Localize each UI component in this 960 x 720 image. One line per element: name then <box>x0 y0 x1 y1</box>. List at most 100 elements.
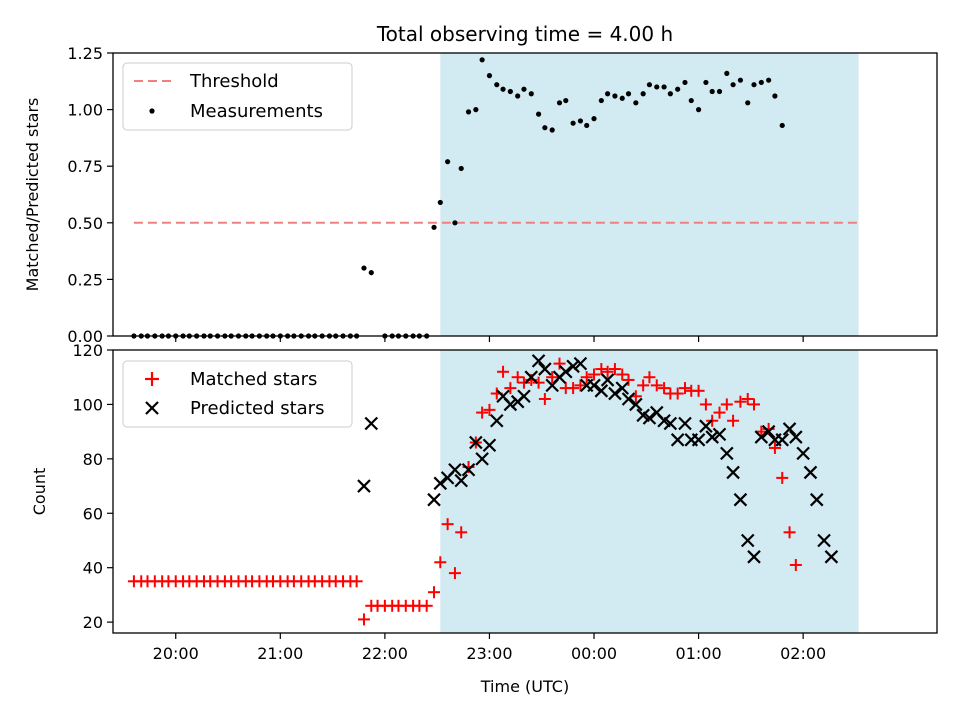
y-ticks-top: 0.00 0.25 0.50 0.75 1.00 1.25 <box>67 44 113 346</box>
matched-point <box>517 376 530 389</box>
measurement-point <box>633 100 639 106</box>
measurement-point <box>758 79 764 86</box>
predicted-point <box>699 419 713 433</box>
x-axis-label: Time (UTC) <box>480 677 569 696</box>
measurement-point <box>452 220 458 226</box>
matched-point <box>622 373 635 386</box>
predicted-point <box>448 462 462 477</box>
predicted-point <box>489 413 504 428</box>
matched-point <box>616 368 629 381</box>
ratio-panel-frame <box>112 52 938 337</box>
matched-point <box>420 599 433 612</box>
y-tick-label: 1.25 <box>67 44 103 63</box>
x-tick-label: 20:00 <box>153 644 199 663</box>
matched-point <box>455 526 468 539</box>
x-tick-label: 00:00 <box>571 644 617 663</box>
predicted-point <box>761 424 776 439</box>
measurement-point <box>494 82 500 88</box>
x-tick-label: 23:00 <box>466 644 512 663</box>
y-ticks-bottom: 20 40 60 80 100 120 <box>72 341 113 632</box>
matched-point <box>574 379 587 392</box>
legend-bottom: Matched stars Predicted stars <box>122 360 353 428</box>
predicted-point <box>796 446 810 461</box>
matched-point <box>678 382 691 395</box>
predicted-point <box>782 422 797 436</box>
legend-measurements-label: Measurements <box>190 101 323 122</box>
y-tick-label: 20 <box>83 613 103 632</box>
measurement-point <box>584 122 590 129</box>
y-tick-label: 1.00 <box>67 101 103 120</box>
predicted-point <box>587 378 601 393</box>
predicted-point <box>670 433 685 447</box>
measurement-point <box>368 270 374 276</box>
measurement-point <box>598 97 604 104</box>
matched-point <box>588 368 601 381</box>
predicted-point <box>691 433 706 447</box>
matched-point <box>532 376 545 389</box>
measurement-point <box>535 111 542 117</box>
y-tick-label: 0.50 <box>67 214 103 233</box>
matched-point <box>658 382 671 395</box>
measurement-point <box>486 73 493 79</box>
predicted-point <box>803 465 818 480</box>
predicted-point <box>740 533 755 548</box>
predicted-point <box>733 492 748 507</box>
measurement-point <box>612 93 618 99</box>
matched-point <box>789 558 802 571</box>
measurement-point <box>716 88 723 95</box>
predicted-point <box>809 492 824 507</box>
matched-point <box>720 398 733 411</box>
x-ticks-top <box>175 336 804 342</box>
matched-point <box>580 371 593 384</box>
predicted-point <box>566 359 580 374</box>
matched-point <box>699 398 712 411</box>
shaded-observing-window <box>440 350 859 633</box>
predicted-point <box>663 416 678 431</box>
measurement-point <box>730 82 736 88</box>
y-tick-label: 0.75 <box>67 157 103 176</box>
x-tick-label: 21:00 <box>257 644 303 663</box>
measurement-point <box>737 77 744 83</box>
predicted-point <box>517 389 531 404</box>
matched-point <box>350 575 363 588</box>
measurement-point <box>431 224 437 230</box>
matched-point <box>692 384 705 397</box>
measurement-point <box>751 82 757 88</box>
matched-point <box>553 357 566 370</box>
measurement-point <box>361 265 367 271</box>
measurement-point <box>465 109 472 115</box>
matched-point <box>483 403 496 416</box>
measurement-point <box>479 57 485 63</box>
measurement-point <box>528 91 534 97</box>
predicted-point <box>754 430 769 444</box>
predicted-point <box>469 435 483 450</box>
predicted-point <box>357 479 371 493</box>
predicted-point <box>427 492 441 507</box>
matched-point <box>504 382 517 395</box>
y-tick-label: 100 <box>72 395 103 414</box>
predicted-point <box>789 430 803 444</box>
predicted-point <box>621 392 636 406</box>
matched-point <box>727 414 740 427</box>
measurement-point <box>437 199 443 206</box>
predicted-point <box>615 381 630 395</box>
measurement-point <box>445 159 451 165</box>
predicted-point <box>608 386 622 401</box>
measurement-point <box>766 77 772 83</box>
measurement-point <box>640 91 646 97</box>
matched-point <box>497 365 510 378</box>
x-tick-label: 02:00 <box>780 644 826 663</box>
predicted-point <box>629 397 643 412</box>
y-axis-label-top: Matched/Predicted stars <box>23 98 42 292</box>
legend-top: Threshold Measurements <box>122 62 353 131</box>
predicted-point <box>600 373 615 387</box>
predicted-point <box>475 452 489 466</box>
measurement-point <box>563 97 569 104</box>
matched-point <box>776 471 789 484</box>
predicted-point <box>817 533 831 548</box>
predicted-point <box>824 550 839 564</box>
y-tick-label: 0.25 <box>67 270 103 289</box>
predicted-point <box>712 427 727 442</box>
matched-point <box>734 395 747 408</box>
matched-point <box>671 387 684 400</box>
